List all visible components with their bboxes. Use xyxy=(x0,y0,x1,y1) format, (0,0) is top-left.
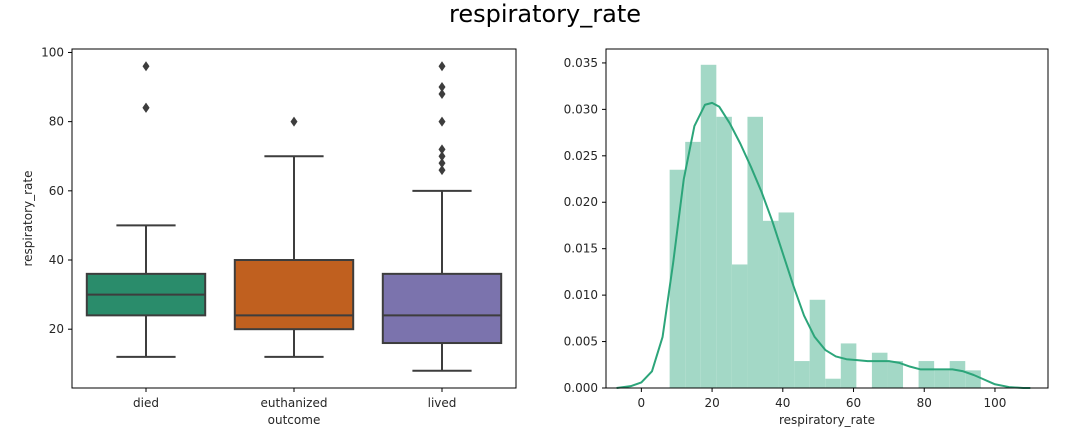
x-axis-label: respiratory_rate xyxy=(779,413,875,427)
histogram-bar xyxy=(887,361,904,388)
histogram-bar xyxy=(747,116,763,389)
y-tick-label: 0.020 xyxy=(564,195,598,209)
x-tick-label: died xyxy=(133,396,159,410)
kde-curve xyxy=(616,101,1031,389)
histogram-bar xyxy=(825,378,841,388)
histogram-bar xyxy=(871,352,888,388)
histogram-bar xyxy=(809,299,826,388)
x-tick-label: 60 xyxy=(846,396,861,410)
histogram-bar xyxy=(794,361,810,388)
y-tick-label: 0.015 xyxy=(564,242,598,256)
histogram-bar xyxy=(918,361,935,388)
y-tick-label: 20 xyxy=(49,322,64,336)
outlier-point xyxy=(438,165,446,176)
y-tick-label: 0.005 xyxy=(564,335,598,349)
x-tick-label: 20 xyxy=(704,396,719,410)
histogram-bar xyxy=(840,343,857,388)
y-axis-label: respiratory_rate xyxy=(21,171,35,267)
y-tick-label: 0.030 xyxy=(564,102,598,116)
histogram-bar xyxy=(669,169,686,388)
y-tick-label: 0.010 xyxy=(564,288,598,302)
histogram-bar xyxy=(731,264,748,388)
x-tick-label: 80 xyxy=(917,396,932,410)
histogram-bar xyxy=(934,370,950,388)
outlier-point xyxy=(438,82,446,93)
x-tick-label: euthanized xyxy=(261,396,328,410)
outlier-point xyxy=(438,61,446,72)
histogram-panel: 0 20 40 60 80 100 0.000 0.005 0.010 0.015 0.020 0.0… xyxy=(564,48,1049,427)
outlier-point xyxy=(438,158,446,169)
boxplot-panel: died euthanized lived 20 40 60 80 100 outcome res… xyxy=(21,45,517,427)
y-tick-label: 0.000 xyxy=(564,381,598,395)
histogram-bar xyxy=(716,116,732,389)
figure-title: respiratory_rate xyxy=(449,0,641,28)
x-tick-label: 40 xyxy=(775,396,790,410)
outlier-point xyxy=(142,102,150,113)
outlier-point xyxy=(142,61,150,72)
histogram-bar xyxy=(949,361,966,388)
axes-frame xyxy=(605,48,1049,389)
outlier-point xyxy=(438,88,446,99)
histogram-bar xyxy=(778,212,795,388)
outlier-point xyxy=(438,116,446,127)
y-tick-label: 0.025 xyxy=(564,149,598,163)
outlier-point xyxy=(438,144,446,155)
outlier-point xyxy=(438,151,446,162)
x-tick-label: 0 xyxy=(638,396,646,410)
axes-frame xyxy=(71,48,517,389)
x-axis-label: outcome xyxy=(268,413,321,427)
y-tick-label: 100 xyxy=(41,45,64,59)
histogram-bar xyxy=(700,64,717,389)
histogram-bar xyxy=(762,220,779,388)
histogram-bar xyxy=(685,141,701,388)
y-tick-label: 80 xyxy=(49,115,64,129)
box-lived xyxy=(381,272,503,345)
outlier-point xyxy=(290,116,298,127)
x-tick-label: lived xyxy=(428,396,457,410)
y-tick-label: 0.035 xyxy=(564,56,598,70)
histogram-bar xyxy=(965,370,981,388)
x-tick-label: 100 xyxy=(984,396,1007,410)
y-tick-label: 40 xyxy=(49,253,64,267)
y-tick-label: 60 xyxy=(49,184,64,198)
box-euthanized xyxy=(233,259,355,331)
